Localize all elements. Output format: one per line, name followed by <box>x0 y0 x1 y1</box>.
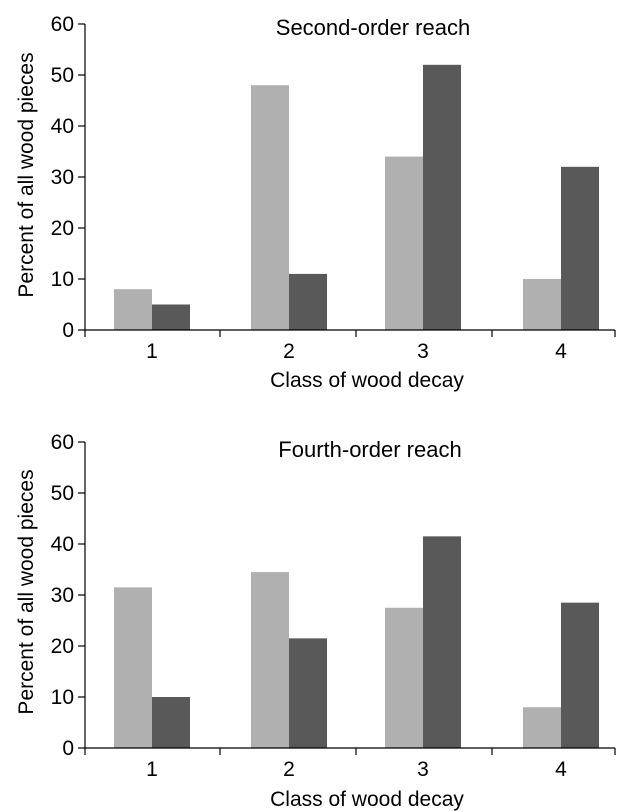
y-tick-label: 40 <box>51 533 74 556</box>
bar-series-1-class-3 <box>385 156 423 330</box>
bar-series-1-class-1 <box>114 289 152 330</box>
y-tick-label: 60 <box>51 431 74 454</box>
x-tick-label: 1 <box>146 340 158 363</box>
y-tick-label: 20 <box>51 635 74 658</box>
bar-series-1-class-3 <box>385 607 423 748</box>
fourth-order-chart: Fourth-order reach Percent of all wood p… <box>15 431 616 811</box>
x-tick-label: 2 <box>283 758 295 781</box>
y-tick-label: 10 <box>51 268 74 291</box>
y-tick-label: 10 <box>51 686 74 709</box>
x-axis-label: Class of wood decay <box>270 788 464 811</box>
x-tick-label: 2 <box>283 340 295 363</box>
bar-series-2-class-4 <box>561 602 599 748</box>
bars <box>114 64 599 331</box>
y-tick-label: 50 <box>51 482 74 505</box>
bar-series-2-class-2 <box>289 273 327 330</box>
x-axis-label: Class of wood decay <box>270 369 464 392</box>
y-tick-label: 30 <box>51 584 74 607</box>
axes: 0 10 20 30 40 50 60 1 2 3 4 <box>51 13 616 363</box>
bar-series-1-class-4 <box>523 279 561 330</box>
second-order-chart: Second-order reach Percent of all wood p… <box>15 13 616 392</box>
x-tick-label: 4 <box>555 758 567 781</box>
bar-series-2-class-2 <box>289 638 327 748</box>
y-axis-label: Percent of all wood pieces <box>15 52 38 297</box>
chart-title: Second-order reach <box>276 15 470 40</box>
bars <box>114 536 599 748</box>
x-tick-label: 4 <box>555 340 567 363</box>
y-tick-label: 0 <box>62 319 74 342</box>
bar-series-1-class-2 <box>251 572 289 748</box>
x-tick-label: 3 <box>417 758 429 781</box>
bar-series-2-class-1 <box>152 697 190 748</box>
bar-series-1-class-4 <box>523 707 561 748</box>
chart-title: Fourth-order reach <box>278 437 461 462</box>
bar-series-2-class-4 <box>561 166 599 330</box>
y-tick-label: 50 <box>51 64 74 87</box>
y-tick-label: 30 <box>51 166 74 189</box>
x-tick-label: 3 <box>417 340 429 363</box>
bar-series-2-class-1 <box>152 304 190 330</box>
bar-series-2-class-3 <box>423 536 461 748</box>
bar-series-1-class-1 <box>114 587 152 748</box>
bar-series-2-class-3 <box>423 64 461 331</box>
y-tick-label: 60 <box>51 13 74 36</box>
y-axis-label: Percent of all wood pieces <box>15 469 38 714</box>
x-tick-label: 1 <box>146 758 158 781</box>
bar-series-1-class-2 <box>251 85 289 330</box>
y-tick-label: 20 <box>51 217 74 240</box>
axes: 0 10 20 30 40 50 60 1 2 3 4 <box>51 431 616 781</box>
y-tick-label: 0 <box>62 737 74 760</box>
y-tick-label: 40 <box>51 115 74 138</box>
